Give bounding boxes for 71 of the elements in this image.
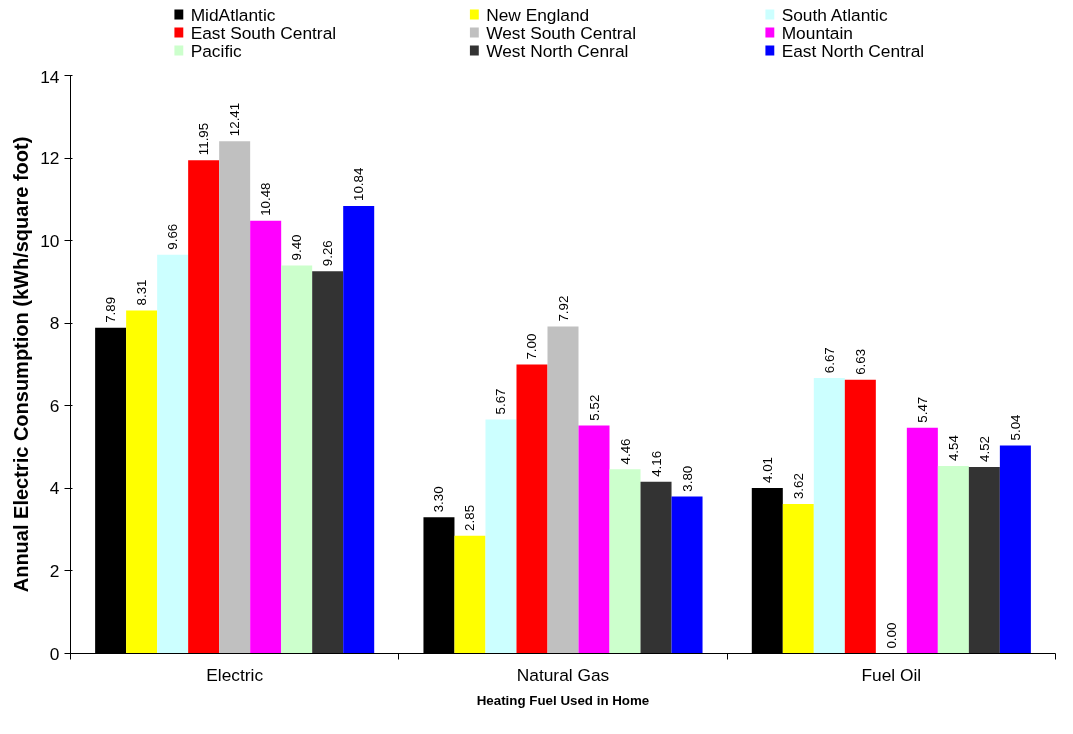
y-tick-label: 2 <box>49 560 60 581</box>
legend-label: Mountain <box>781 22 853 43</box>
data-label: 9.40 <box>289 234 305 261</box>
data-label: 3.80 <box>679 465 695 492</box>
data-label: 8.31 <box>134 279 150 306</box>
data-label: 4.52 <box>976 435 992 462</box>
x-axis-title: Heating Fuel Used in Home <box>476 692 650 708</box>
data-label: 10.48 <box>258 182 274 216</box>
bar <box>312 271 344 654</box>
y-tick-label: 8 <box>49 313 60 334</box>
bar <box>126 310 158 654</box>
legend-label: MidAtlantic <box>190 4 276 25</box>
bar <box>578 425 610 654</box>
legend-label: Pacific <box>190 40 243 61</box>
data-label: 5.47 <box>914 396 930 423</box>
data-label: 3.30 <box>431 486 447 513</box>
data-label: 2.85 <box>462 504 478 531</box>
bar <box>999 445 1031 654</box>
legend-label: West North Cenral <box>486 40 629 61</box>
bar <box>968 466 1000 654</box>
bar <box>906 427 938 654</box>
data-label: 5.52 <box>586 394 602 421</box>
data-label: 6.67 <box>821 347 837 374</box>
bar <box>813 378 845 654</box>
bar <box>250 220 282 654</box>
bar <box>454 535 486 654</box>
data-label: 4.01 <box>759 457 775 483</box>
bar <box>485 419 517 654</box>
y-axis-title: Annual Electric Consumption (kWh/square foot) <box>10 136 33 593</box>
data-label: 11.95 <box>196 122 212 156</box>
bar <box>937 466 969 654</box>
data-label: 7.00 <box>524 333 540 360</box>
data-label: 4.16 <box>648 450 664 477</box>
x-tick-label: Fuel Oil <box>861 664 922 685</box>
data-label: 9.66 <box>165 223 181 250</box>
y-tick-label: 14 <box>40 66 60 87</box>
data-label: 10.84 <box>351 167 367 202</box>
data-label: 7.92 <box>555 295 571 322</box>
bar <box>844 379 876 654</box>
data-label: 12.41 <box>227 102 243 137</box>
y-tick-label: 12 <box>40 148 60 169</box>
bar <box>343 205 375 654</box>
legend-label: South Atlantic <box>781 4 888 25</box>
data-label: 5.67 <box>493 388 509 415</box>
bar <box>157 254 189 654</box>
data-label: 7.89 <box>103 296 119 323</box>
bar <box>782 504 814 654</box>
bar <box>516 364 548 654</box>
bar <box>188 160 220 654</box>
bar <box>547 326 579 654</box>
legend-label: East South Central <box>190 22 337 43</box>
x-tick-label: Natural Gas <box>516 664 610 685</box>
y-tick-label: 0 <box>49 643 60 664</box>
data-label: 4.54 <box>945 434 961 462</box>
x-tick-label: Electric <box>206 664 264 685</box>
data-label: 5.04 <box>1007 413 1023 441</box>
data-label: 3.62 <box>790 473 806 500</box>
data-label: 6.63 <box>852 348 868 375</box>
data-label: 9.26 <box>320 240 336 267</box>
bar <box>640 481 672 654</box>
bar <box>219 141 251 654</box>
y-tick-label: 6 <box>49 395 60 416</box>
y-tick-label: 10 <box>40 230 60 251</box>
data-label: 0.00 <box>883 622 899 649</box>
legend-label: East North Central <box>781 40 925 61</box>
data-label: 4.46 <box>617 438 633 465</box>
y-tick-label: 4 <box>49 478 60 499</box>
bar <box>671 496 703 654</box>
bar <box>609 469 641 654</box>
bar <box>281 265 313 654</box>
legend-label: New England <box>486 4 590 25</box>
